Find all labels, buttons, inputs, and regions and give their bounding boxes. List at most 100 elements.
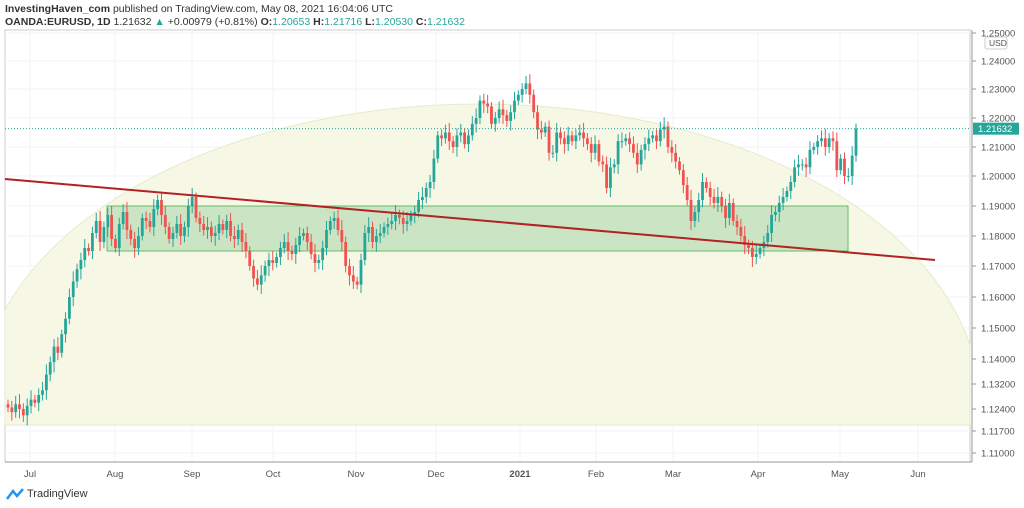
candle-body [382,227,386,233]
candle [355,276,359,290]
chart-header: InvestingHaven_com published on TradingV… [5,3,465,29]
candle [547,120,551,161]
candle [727,194,731,226]
candle [459,123,463,143]
candle-body [18,404,21,409]
candle-body [678,161,681,171]
candle-body [309,242,313,254]
candle [647,129,651,152]
candle-body [720,197,724,206]
candle [106,207,110,237]
candle-body [110,215,114,239]
candle-body [474,118,478,124]
candle [601,155,605,173]
candle [382,222,386,238]
y-tick-label: 1.11700 [981,427,1015,438]
candle [493,111,497,132]
candle-body [340,230,344,242]
candle-body [225,221,229,230]
candle [689,190,693,230]
candle [655,129,658,150]
x-tick-label: Aug [107,469,124,480]
candle [570,131,574,146]
candle [781,188,785,211]
x-tick-label: Oct [266,469,281,480]
candle-body [800,164,804,166]
candle [328,216,332,235]
candle-body [647,138,651,145]
candle-body [160,200,163,215]
x-tick-label: Feb [588,469,604,480]
candle [114,234,117,253]
candle [302,228,305,241]
close-label: C: [415,16,428,28]
candle [48,356,52,382]
price-change: +0.00979 (+0.81%) [167,16,258,28]
candle-body [252,266,255,279]
candle-body [689,200,693,221]
symbol[interactable]: OANDA:EURUSD, 1D [5,16,111,28]
candle-body [589,144,593,153]
candle-body [317,260,321,263]
candle-body [137,236,140,248]
candle-body [378,233,382,236]
candle [229,212,232,242]
candle [497,101,501,124]
candle [344,236,348,273]
candle [524,75,528,95]
candle [125,202,129,239]
candle-body [394,215,397,221]
candle [25,398,29,426]
candle-body [424,188,428,197]
candle [83,239,87,268]
candle [704,177,708,193]
low-value: 1.20530 [375,16,413,28]
candle-body [597,144,601,162]
y-tick-label: 1.22000 [981,114,1015,125]
candle-body [217,224,221,233]
x-tick-label: Nov [348,469,365,480]
candle [252,259,255,287]
candle [616,134,620,174]
arc-shape [4,103,971,426]
candle [248,246,252,271]
candle-body [666,126,670,147]
tradingview-logo[interactable]: TradingView [6,488,88,500]
candle [148,212,152,233]
candle [490,102,493,129]
candle-body [520,89,524,95]
trendline[interactable] [4,178,936,261]
candle [194,192,198,223]
candle [701,173,704,208]
candle [117,217,121,257]
candle-body [543,126,547,133]
candle [386,217,390,236]
candle-body [229,221,232,236]
candle [451,135,455,154]
candle-body [559,132,562,139]
candle-body [98,221,102,242]
high-value: 1.21716 [324,16,363,28]
candle-body [708,188,712,197]
candle-body [298,236,302,245]
candle [259,265,263,294]
candle-body [282,242,286,248]
candle-body [697,200,701,212]
author[interactable]: InvestingHaven_com [5,3,111,15]
candle-body [785,191,789,197]
candle [643,137,647,160]
candle-body [823,138,827,147]
currency-label: USD [989,38,1007,48]
candle [597,139,601,166]
y-tick-label: 1.18000 [981,232,1015,243]
candle-body [67,297,71,319]
candle-body [605,164,608,188]
candle-body [313,254,317,263]
y-tick-label: 1.11000 [981,449,1015,460]
candle [854,123,858,162]
candle-body [777,203,781,212]
candle [612,159,616,174]
candle [267,252,271,277]
candle-body [578,132,582,136]
